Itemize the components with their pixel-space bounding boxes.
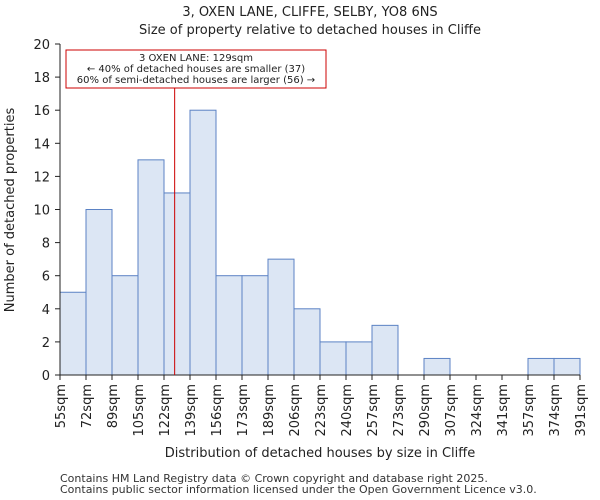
x-tick-label: 240sqm (340, 384, 355, 437)
x-tick-label: 72sqm (80, 384, 95, 428)
x-tick-label: 156sqm (210, 384, 225, 437)
y-tick-label: 18 (33, 71, 50, 86)
x-tick-label: 189sqm (262, 384, 277, 437)
x-tick-label: 391sqm (574, 384, 589, 437)
annotation-line-1: 3 OXEN LANE: 129sqm (139, 53, 253, 64)
x-tick-label: 290sqm (418, 384, 433, 437)
x-tick-label: 173sqm (236, 384, 251, 437)
histogram-bar (319, 341, 347, 376)
footer-licence: Contains public sector information licen… (60, 483, 537, 496)
x-tick-label: 273sqm (392, 384, 407, 437)
histogram-bar (59, 291, 87, 376)
histogram-bar (85, 209, 113, 376)
histogram-bar (137, 159, 165, 376)
x-tick-label: 257sqm (366, 384, 381, 437)
annotation-box (65, 49, 327, 89)
x-tick-label: 89sqm (106, 384, 121, 428)
histogram-bar (241, 275, 269, 376)
chart-title: 3, OXEN LANE, CLIFFE, SELBY, YO8 6NS (182, 5, 437, 20)
x-tick-label: 122sqm (158, 384, 173, 437)
x-tick-label: 55sqm (54, 384, 69, 428)
histogram-bar (527, 357, 555, 376)
x-tick-label: 307sqm (444, 384, 459, 437)
y-tick-label: 8 (42, 237, 50, 252)
x-tick-label: 324sqm (470, 384, 485, 437)
histogram-bar (293, 308, 321, 376)
x-axis-title: Distribution of detached houses by size … (165, 446, 475, 461)
x-tick-label: 357sqm (522, 384, 537, 437)
histogram-bar (371, 324, 399, 376)
annotation-line-3: 60% of semi-detached houses are larger (… (77, 75, 315, 86)
histogram-bar (189, 109, 217, 376)
histogram-bar (553, 357, 581, 376)
y-tick-label: 20 (33, 38, 50, 53)
histogram-bar (215, 275, 243, 376)
y-tick-label: 16 (33, 104, 50, 119)
x-tick-label: 374sqm (548, 384, 563, 437)
histogram-bar (345, 341, 373, 376)
y-tick-label: 6 (42, 270, 50, 285)
chart-subtitle: Size of property relative to detached ho… (139, 23, 481, 38)
x-tick-label: 223sqm (314, 384, 329, 437)
footer-copyright: Contains HM Land Registry data © Crown c… (60, 472, 488, 485)
y-axis-title: Number of detached properties (3, 108, 18, 313)
y-tick-label: 14 (33, 137, 50, 152)
histogram-bar (163, 192, 191, 376)
y-tick-label: 4 (42, 303, 50, 318)
x-tick-label: 341sqm (496, 384, 511, 437)
histogram-bar (423, 357, 451, 376)
y-tick-label: 0 (42, 369, 50, 384)
histogram-bar (267, 258, 295, 376)
annotation-line-2: ← 40% of detached houses are smaller (37… (87, 64, 305, 75)
y-tick-label: 2 (42, 336, 50, 351)
x-tick-label: 105sqm (132, 384, 147, 437)
x-tick-label: 139sqm (184, 384, 199, 437)
y-tick-label: 12 (33, 170, 50, 185)
y-tick-label: 10 (33, 204, 50, 219)
x-tick-label: 206sqm (288, 384, 303, 437)
histogram-bar (111, 275, 139, 376)
